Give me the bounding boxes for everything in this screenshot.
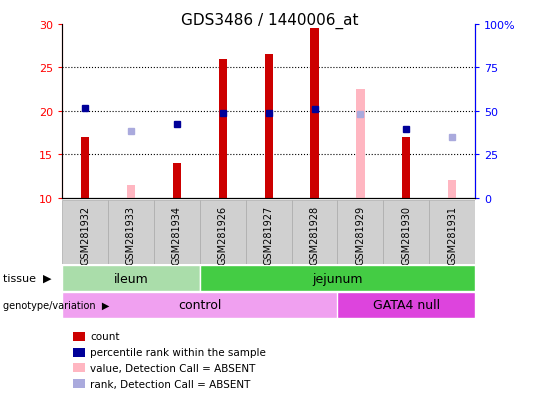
Bar: [81, 138, 89, 198]
Bar: [310, 29, 319, 198]
Text: GSM281934: GSM281934: [172, 205, 182, 264]
Bar: [154, 200, 200, 264]
Bar: [402, 138, 410, 198]
Text: GSM281930: GSM281930: [401, 205, 411, 264]
Text: GSM281926: GSM281926: [218, 205, 228, 264]
Text: percentile rank within the sample: percentile rank within the sample: [90, 347, 266, 357]
Bar: [338, 292, 475, 318]
Text: GATA4 null: GATA4 null: [373, 299, 440, 312]
Bar: [429, 200, 475, 264]
Text: genotype/variation  ▶: genotype/variation ▶: [3, 300, 109, 310]
Text: rank, Detection Call = ABSENT: rank, Detection Call = ABSENT: [90, 379, 251, 389]
Bar: [338, 200, 383, 264]
Text: control: control: [178, 299, 221, 312]
Bar: [127, 185, 135, 198]
Text: count: count: [90, 332, 120, 342]
Text: GSM281931: GSM281931: [447, 205, 457, 264]
Text: GSM281933: GSM281933: [126, 205, 136, 264]
Text: GSM281928: GSM281928: [309, 205, 320, 264]
Bar: [292, 200, 338, 264]
Bar: [173, 164, 181, 198]
Bar: [265, 55, 273, 198]
Text: GSM281927: GSM281927: [264, 205, 274, 265]
Bar: [108, 200, 154, 264]
Bar: [62, 292, 338, 318]
Text: GSM281929: GSM281929: [355, 205, 366, 264]
Text: value, Detection Call = ABSENT: value, Detection Call = ABSENT: [90, 363, 255, 373]
Bar: [200, 266, 475, 291]
Bar: [383, 200, 429, 264]
Bar: [219, 59, 227, 198]
Bar: [356, 138, 365, 198]
Bar: [448, 181, 456, 198]
Bar: [246, 200, 292, 264]
Text: GDS3486 / 1440006_at: GDS3486 / 1440006_at: [181, 12, 359, 28]
Text: jejunum: jejunum: [312, 272, 363, 285]
Bar: [62, 200, 108, 264]
Bar: [356, 90, 365, 198]
Bar: [200, 200, 246, 264]
Text: tissue  ▶: tissue ▶: [3, 273, 51, 283]
Text: GSM281932: GSM281932: [80, 205, 90, 264]
Bar: [62, 266, 200, 291]
Text: ileum: ileum: [113, 272, 148, 285]
